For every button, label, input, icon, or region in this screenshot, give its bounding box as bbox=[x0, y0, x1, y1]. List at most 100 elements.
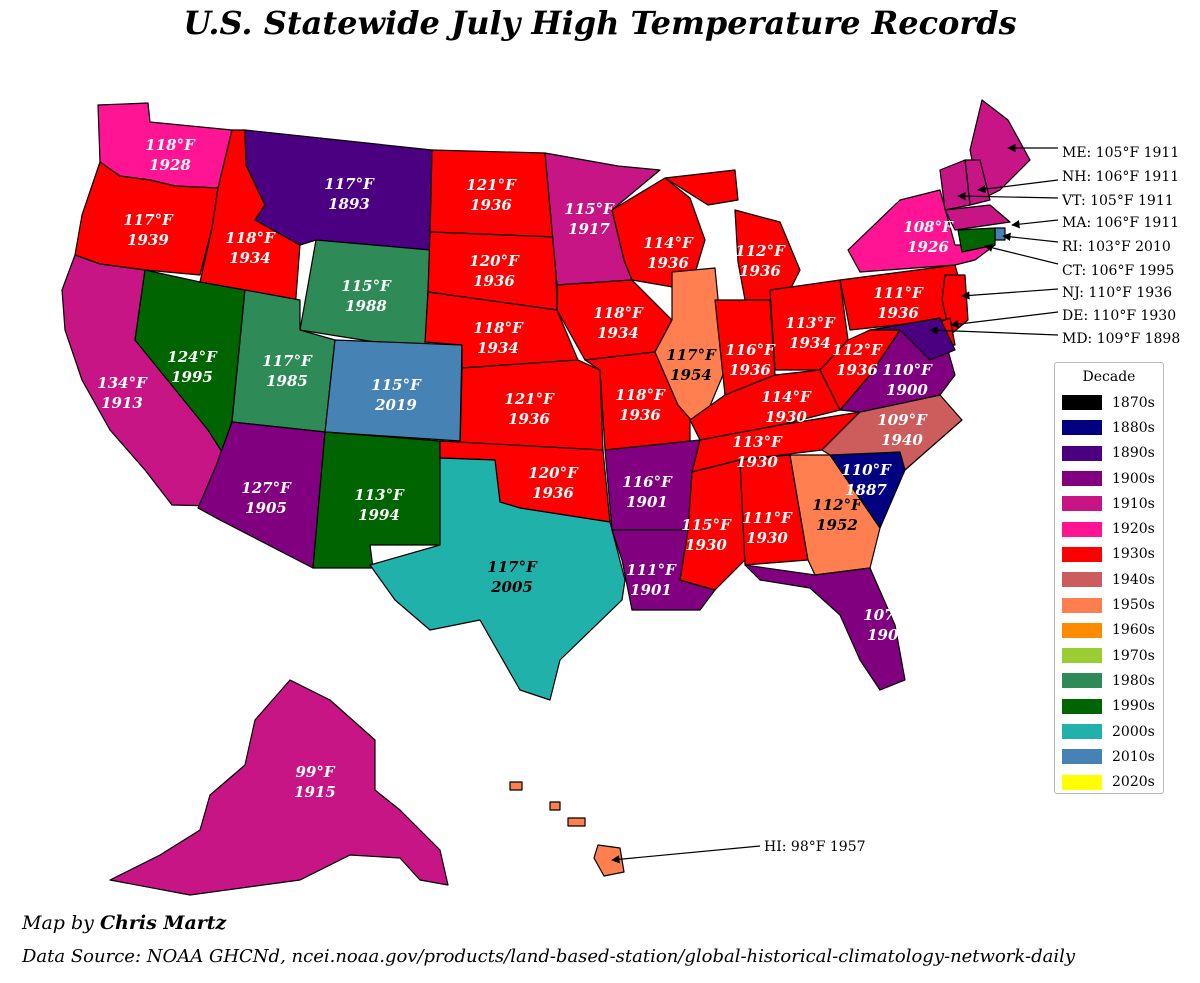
legend-entry: 1880s bbox=[1055, 415, 1163, 440]
state-label-ms-temp: 115°F bbox=[681, 516, 732, 534]
legend-entry: 2020s bbox=[1055, 769, 1163, 794]
state-label-ut-temp: 117°F bbox=[262, 352, 313, 370]
state-label-nm-temp: 113°F bbox=[354, 486, 405, 504]
state-label-wv-temp: 112°F bbox=[832, 341, 883, 359]
state-shape-ma bbox=[944, 204, 1011, 231]
legend-swatch bbox=[1062, 724, 1102, 739]
legend-entry: 1890s bbox=[1055, 441, 1163, 466]
legend-label: 1910s bbox=[1112, 495, 1155, 512]
state-label-ga-temp: 112°F bbox=[812, 496, 863, 514]
state-label-tx-year: 2005 bbox=[490, 578, 533, 596]
callout-label-me: ME: 105°F 1911 bbox=[1062, 145, 1179, 161]
state-label-or-temp: 117°F bbox=[123, 211, 174, 229]
state-shape-wy bbox=[299, 239, 431, 351]
legend-swatch bbox=[1062, 521, 1102, 537]
state-label-wi-temp: 114°F bbox=[643, 234, 694, 252]
state-label-sc-temp: 110°F bbox=[841, 461, 892, 479]
state-label-nv-temp: 124°F bbox=[167, 348, 218, 366]
legend-entry: 1910s bbox=[1055, 491, 1163, 516]
legend-label: 1890s bbox=[1112, 445, 1155, 462]
state-label-ca-year: 1913 bbox=[101, 394, 143, 412]
callout-arrow-nh bbox=[977, 179, 1059, 194]
callout-label-ct: CT: 106°F 1995 bbox=[1062, 263, 1174, 279]
state-label-sd-year: 1936 bbox=[473, 272, 515, 290]
state-label-ms-year: 1930 bbox=[685, 536, 727, 554]
state-label-or-year: 1939 bbox=[127, 231, 169, 249]
state-label-ok-year: 1936 bbox=[532, 484, 574, 502]
state-label-la-year: 1901 bbox=[630, 581, 672, 599]
legend-swatch bbox=[1062, 597, 1102, 613]
state-label-ar-year: 1901 bbox=[626, 493, 668, 511]
state-label-ne-temp: 118°F bbox=[473, 319, 524, 337]
callout-arrow-md bbox=[929, 326, 1059, 336]
legend-title: Decade bbox=[1082, 369, 1136, 385]
legend-swatch bbox=[1062, 698, 1102, 714]
legend-swatch bbox=[1062, 445, 1102, 461]
map-credit: Map by Chris Martz bbox=[22, 912, 226, 934]
state-label-co-temp: 115°F bbox=[371, 376, 422, 394]
legend-label: 1960s bbox=[1112, 622, 1155, 639]
state-label-tx-temp: 117°F bbox=[487, 558, 538, 576]
callout-arrow-de bbox=[950, 311, 1059, 329]
data-source: Data Source: NOAA GHCNd, ncei.noaa.gov/p… bbox=[22, 946, 1075, 967]
state-label-ia-year: 1934 bbox=[597, 324, 639, 342]
state-label-co-year: 2019 bbox=[374, 396, 417, 414]
state-label-oh-year: 1934 bbox=[789, 334, 831, 352]
state-label-oh-temp: 113°F bbox=[785, 314, 836, 332]
state-label-ak-temp: 99°F bbox=[295, 763, 335, 781]
credit-prefix: Map by bbox=[22, 912, 94, 934]
callout-arrow-ma bbox=[1011, 219, 1059, 229]
state-label-mn-year: 1917 bbox=[568, 220, 610, 238]
state-shape-il bbox=[654, 267, 726, 431]
state-shape-fl bbox=[744, 564, 906, 691]
callout-arrow-ct bbox=[984, 243, 1059, 265]
state-shape-ks bbox=[459, 359, 604, 451]
legend-swatch bbox=[1062, 572, 1102, 588]
legend-swatch bbox=[1062, 496, 1102, 512]
legend-swatch bbox=[1062, 774, 1102, 790]
legend-swatch bbox=[1062, 420, 1102, 436]
state-label-mo-year: 1936 bbox=[619, 406, 661, 424]
callout-label-vt: VT: 105°F 1911 bbox=[1061, 193, 1174, 209]
state-label-tn-year: 1930 bbox=[736, 453, 778, 471]
legend-label: 1940s bbox=[1112, 571, 1155, 588]
callout-label-nj: NJ: 110°F 1936 bbox=[1062, 285, 1172, 301]
legend-label: 2020s bbox=[1112, 774, 1155, 791]
legend-label: 1990s bbox=[1112, 698, 1155, 715]
state-label-ok-temp: 120°F bbox=[528, 464, 579, 482]
state-label-fl-temp: 107°F bbox=[863, 606, 914, 624]
state-label-az-temp: 127°F bbox=[241, 479, 292, 497]
state-label-mi-year: 1936 bbox=[739, 262, 781, 280]
callout-arrow-vt bbox=[957, 191, 1059, 201]
state-label-il-year: 1954 bbox=[670, 366, 712, 384]
state-label-ar-temp: 116°F bbox=[622, 473, 673, 491]
state-label-la-temp: 111°F bbox=[626, 561, 677, 579]
state-label-nd-year: 1936 bbox=[470, 196, 512, 214]
state-label-nd-temp: 121°F bbox=[466, 176, 517, 194]
state-label-sd-temp: 120°F bbox=[469, 252, 520, 270]
state-label-ut-year: 1985 bbox=[266, 372, 308, 390]
state-label-mt-year: 1893 bbox=[328, 195, 370, 213]
state-label-mt-temp: 117°F bbox=[324, 175, 375, 193]
legend-entry: 1930s bbox=[1055, 542, 1163, 567]
state-label-mn-temp: 115°F bbox=[564, 200, 615, 218]
state-label-pa-temp: 111°F bbox=[873, 284, 924, 302]
legend-label: 1880s bbox=[1112, 419, 1155, 436]
callout-label-ri: RI: 103°F 2010 bbox=[1062, 239, 1171, 255]
state-label-il-temp: 117°F bbox=[666, 346, 717, 364]
callout-label-nh: NH: 106°F 1911 bbox=[1062, 169, 1179, 185]
state-label-wv-year: 1936 bbox=[836, 361, 878, 379]
state-label-wy-year: 1988 bbox=[345, 297, 387, 315]
legend-swatch bbox=[1062, 673, 1102, 689]
state-label-mo-temp: 118°F bbox=[615, 386, 666, 404]
state-label-mi-temp: 112°F bbox=[735, 242, 786, 260]
state-shape-ri bbox=[994, 227, 1006, 241]
callout-label-md: MD: 109°F 1898 bbox=[1062, 331, 1180, 347]
legend-label: 2010s bbox=[1112, 748, 1155, 765]
callout-arrow-ri bbox=[1002, 232, 1059, 243]
state-shape-vt bbox=[939, 159, 971, 211]
callout-label-ma: MA: 106°F 1911 bbox=[1062, 215, 1179, 231]
legend-entry: 1960s bbox=[1055, 618, 1163, 643]
